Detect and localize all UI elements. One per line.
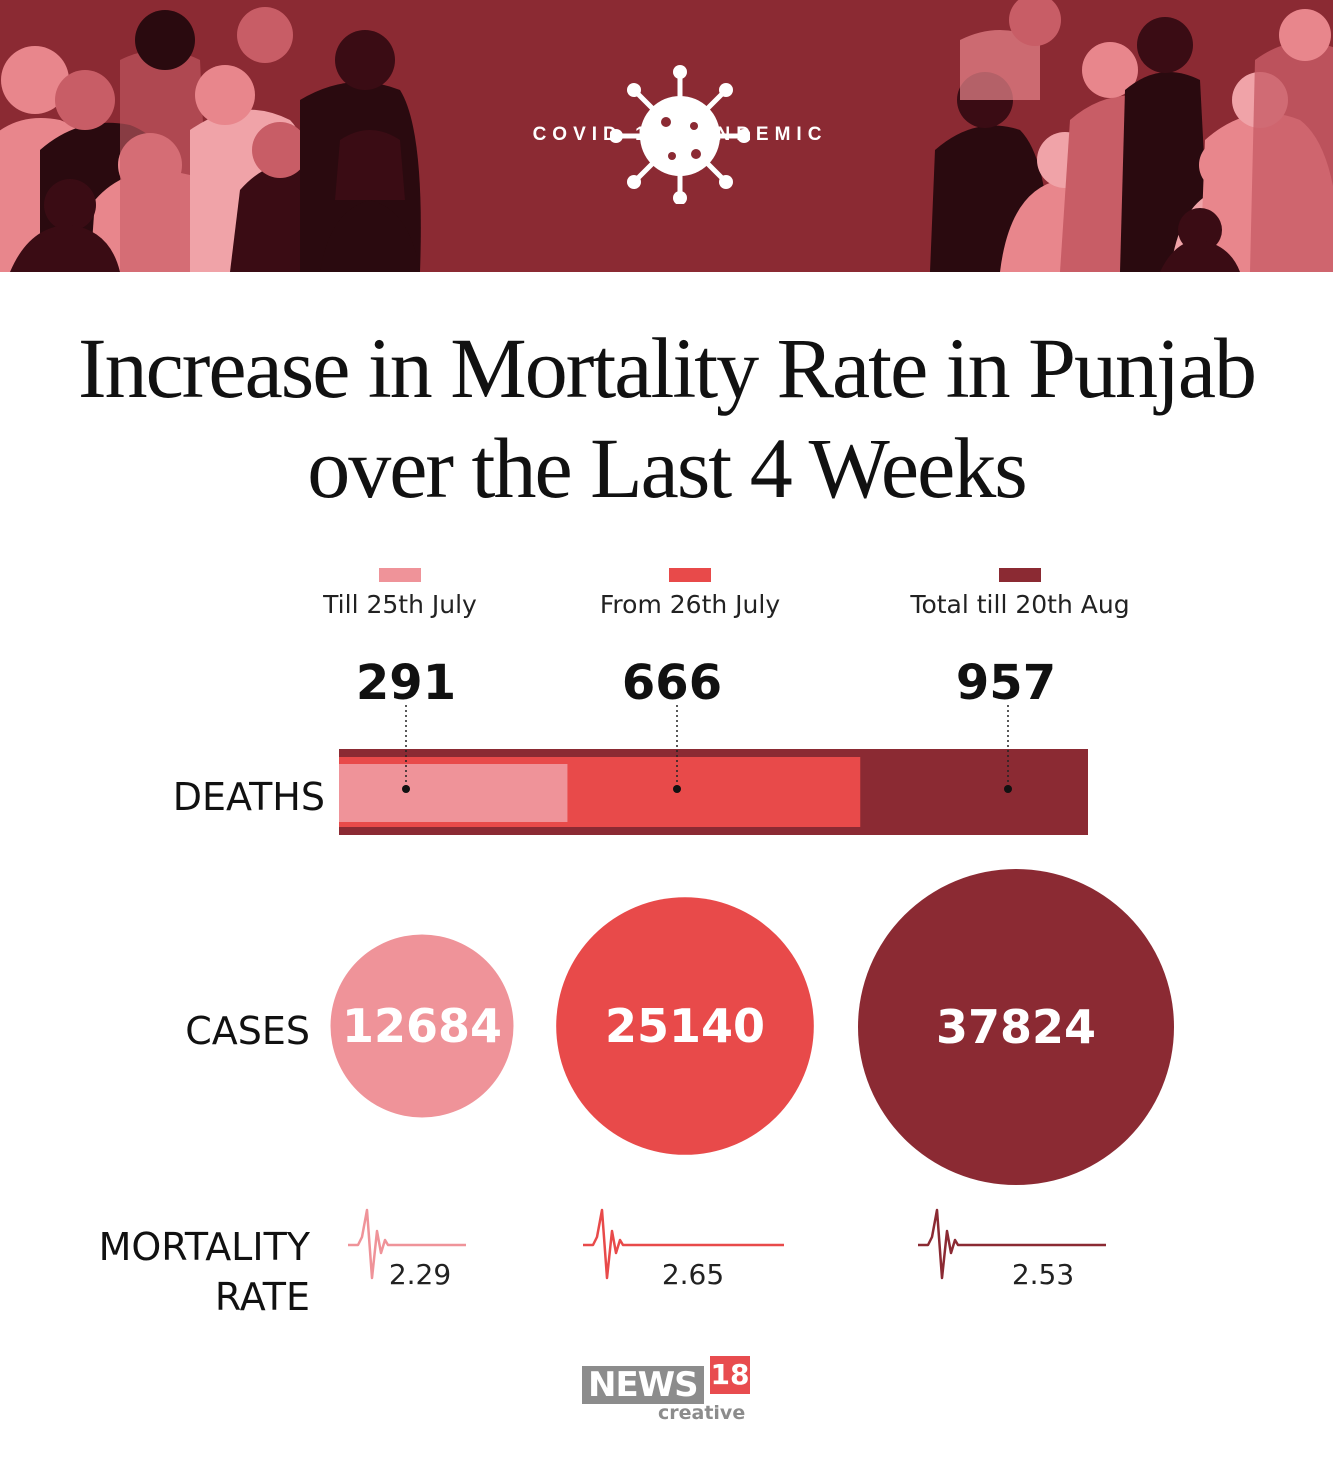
logo-news: NEWS [582,1366,704,1404]
mortality-pulse-till-25th-july [348,1208,466,1280]
legend-item-from-26th-july: From 26th July [570,568,810,619]
page-title: Increase in Mortality Rate in Punjab ove… [20,318,1313,518]
legend-swatch-dark [999,568,1041,582]
banner: COVID-19 PANDEMIC [0,0,1333,272]
cases-circle-till-25th-july [330,934,514,1118]
legend-label: Total till 20th Aug [910,590,1130,619]
legend-label: From 26th July [599,590,781,619]
row-label-deaths: DEATHS [172,775,325,819]
deaths-leader-dot [673,785,681,793]
mortality-rate-value-from-26th-july: 2.65 [661,1258,725,1291]
virus-icon [610,65,750,204]
legend-item-till-25th-july: Till 25th July [295,568,505,619]
row-label-mortality-rate: MORTALITY RATE [20,1222,310,1322]
crowd-illustration [0,0,1333,272]
title-line-1: Increase in Mortality Rate in Punjab [77,320,1257,416]
deaths-leader-dot [1004,785,1012,793]
title-line-2: over the Last 4 Weeks [307,420,1027,516]
legend-item-total-till-20th-aug: Total till 20th Aug [880,568,1160,619]
banner-title: COVID-19 PANDEMIC [532,124,828,145]
legend-swatch-medium [669,568,711,582]
cases-circle-total-label: 37824 [936,1000,1096,1054]
row-label-mortality-line-2: RATE [214,1275,310,1319]
deaths-leader-dot [402,785,410,793]
legend-label: Till 25th July [323,590,477,619]
deaths-bar-till-25th-july [339,764,568,822]
row-label-cases: CASES [185,1009,310,1053]
logo-creative: creative [658,1402,746,1424]
mortality-pulse-from-26th-july [583,1208,784,1280]
deaths-value-total: 957 [955,655,1057,711]
deaths-value-from-26th-july: 666 [621,655,723,711]
mortality-rate-value-total: 2.53 [1011,1258,1075,1291]
deaths-value-till-25th-july: 291 [355,655,457,711]
legend-swatch-light [379,568,421,582]
mortality-pulse-total [918,1208,1106,1280]
news18-logo: NEWS 18 creative [582,1356,754,1426]
logo-number: 18 [710,1356,750,1394]
cases-circle-total [858,869,1174,1185]
row-label-mortality-line-1: MORTALITY [98,1225,310,1269]
cases-circle-from-26th-july-label: 25140 [605,999,765,1053]
cases-circle-from-26th-july [556,897,814,1155]
mortality-rate-value-till-25th-july: 2.29 [388,1258,452,1291]
cases-circle-till-25th-july-label: 12684 [342,999,502,1053]
